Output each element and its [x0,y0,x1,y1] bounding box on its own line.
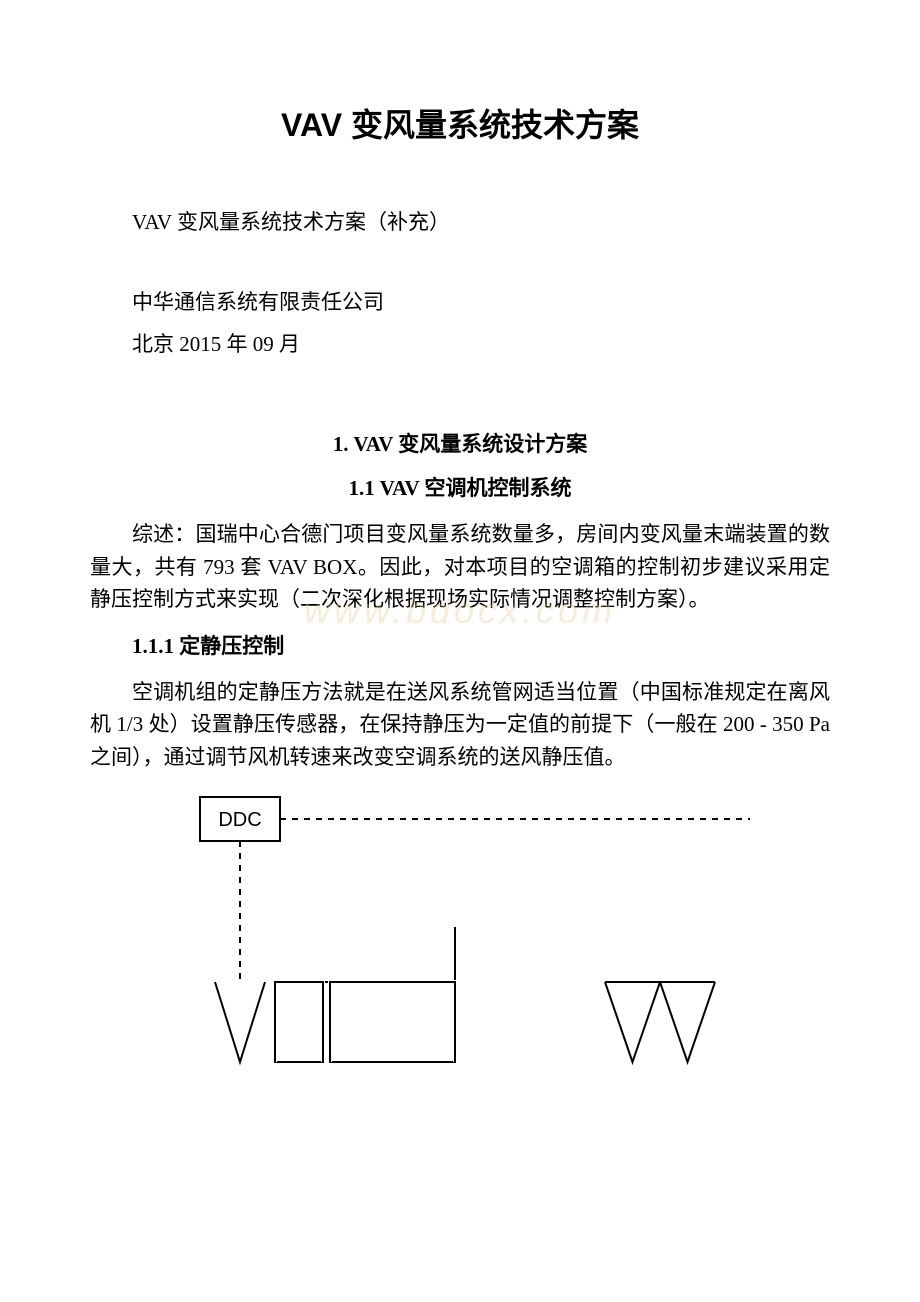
section-1-1-heading: 1.1 VAV 空调机控制系统 [90,472,830,502]
paragraph-static-pressure: 空调机组的定静压方法就是在送风系统管网适当位置（中国标准规定在离风机 1/3 处… [90,676,830,774]
flowchart-svg: DDC [150,787,790,1077]
document-date: 北京 2015 年 09 月 [90,328,830,358]
svg-text:DDC: DDC [218,809,261,831]
section-1-heading: 1. VAV 变风量系统设计方案 [90,428,830,458]
document-title: VAV 变风量系统技术方案 [90,100,830,146]
subsection-1-1-1-heading: 1.1.1 定静压控制 [90,630,830,660]
document-subtitle: VAV 变风量系统技术方案（补充） [90,206,830,236]
ddc-flowchart: DDC [150,787,830,1087]
paragraph-overview: 综述：国瑞中心合德门项目变风量系统数量多，房间内变风量末端装置的数量大，共有 7… [90,518,830,616]
company-name: 中华通信系统有限责任公司 [90,286,830,316]
